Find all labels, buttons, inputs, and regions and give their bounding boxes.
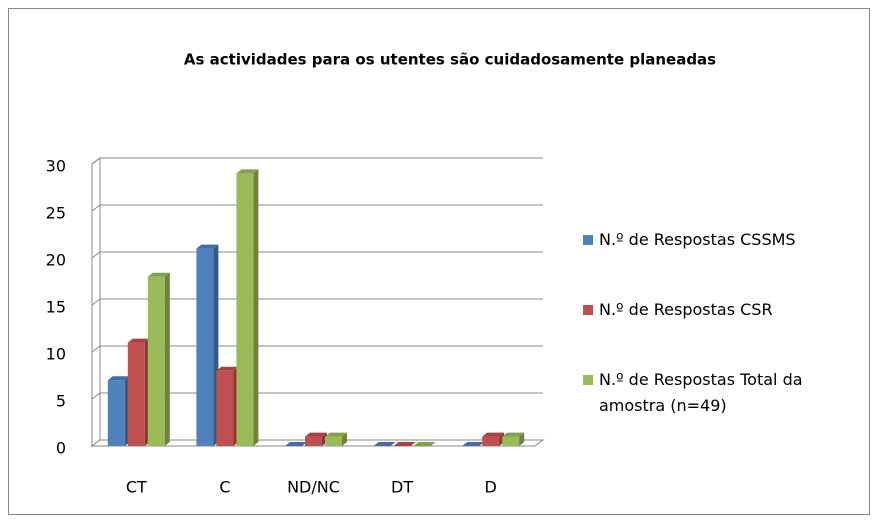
bar-side — [342, 432, 347, 446]
bar-top — [236, 169, 259, 174]
bar-front — [482, 436, 500, 446]
chart-title: As actividades para os utentes são cuida… — [184, 51, 716, 69]
bar-front — [236, 173, 254, 446]
legend-swatch — [583, 375, 593, 385]
bar — [373, 442, 396, 446]
y-tick-label: 30 — [46, 157, 66, 176]
bar — [482, 432, 505, 446]
bar-front — [147, 276, 165, 446]
bar — [147, 272, 170, 446]
bar — [236, 169, 259, 446]
bar-side — [164, 272, 170, 446]
legend-label: N.º de Respostas CSR — [599, 300, 773, 319]
grid-line — [91, 392, 543, 400]
bar-top — [107, 376, 130, 381]
bar-front — [502, 436, 520, 446]
y-tick-label: 20 — [46, 251, 66, 270]
x-tick-label: C — [219, 478, 230, 497]
legend-swatch — [583, 235, 593, 245]
bar — [285, 442, 307, 446]
legend-item: N.º de Respostas CSSMS — [583, 227, 868, 253]
bar-top — [216, 366, 239, 371]
y-tick-label: 5 — [56, 392, 66, 411]
bar — [413, 442, 436, 446]
bar-top — [373, 442, 396, 446]
bar — [216, 366, 239, 446]
legend-swatch — [583, 305, 593, 315]
bar-side — [519, 432, 525, 446]
bar — [462, 442, 485, 446]
grid-line — [91, 251, 543, 259]
bar-top — [196, 244, 219, 249]
x-tick-label: D — [485, 478, 497, 497]
bar — [107, 376, 130, 446]
bar-top — [502, 432, 525, 437]
bar-side — [253, 169, 259, 446]
bar-top — [305, 432, 327, 437]
bar — [325, 432, 347, 446]
bar-top — [147, 272, 170, 277]
bar-top — [393, 442, 416, 446]
bar-top — [413, 442, 436, 446]
legend-label: N.º de Respostas CSSMS — [599, 230, 796, 249]
bar — [502, 432, 525, 446]
bar-front — [196, 248, 214, 446]
y-tick-label: 0 — [56, 439, 66, 458]
grid-line — [91, 345, 543, 353]
bar-top — [482, 432, 505, 437]
bar-front — [127, 342, 145, 446]
bar — [127, 338, 150, 446]
legend-item: N.º de Respostas CSR — [583, 297, 868, 323]
bar-top — [127, 338, 150, 343]
legend-item: N.º de Respostas Total da amostra (n=49) — [583, 367, 868, 419]
grid-line — [91, 204, 543, 212]
grid-line — [91, 298, 543, 306]
bar — [305, 432, 327, 446]
bar-front — [325, 436, 342, 446]
x-tick-label: DT — [391, 478, 413, 497]
x-tick-label: CT — [126, 478, 147, 497]
bar-front — [305, 436, 322, 446]
y-tick-label: 10 — [46, 345, 66, 364]
bar-front — [107, 380, 125, 446]
bar — [393, 442, 416, 446]
y-tick-label: 15 — [46, 298, 66, 317]
bar — [196, 244, 219, 446]
legend-label: N.º de Respostas Total da amostra (n=49) — [599, 370, 803, 415]
y-tick-label: 25 — [46, 204, 66, 223]
x-tick-label: ND/NC — [287, 478, 340, 497]
bar-top — [285, 442, 307, 446]
grid-line — [91, 157, 543, 165]
bar-top — [462, 442, 485, 446]
bar-front — [216, 370, 234, 446]
bar-top — [325, 432, 347, 437]
